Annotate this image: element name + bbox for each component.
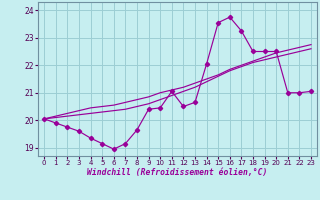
- X-axis label: Windchill (Refroidissement éolien,°C): Windchill (Refroidissement éolien,°C): [87, 168, 268, 177]
